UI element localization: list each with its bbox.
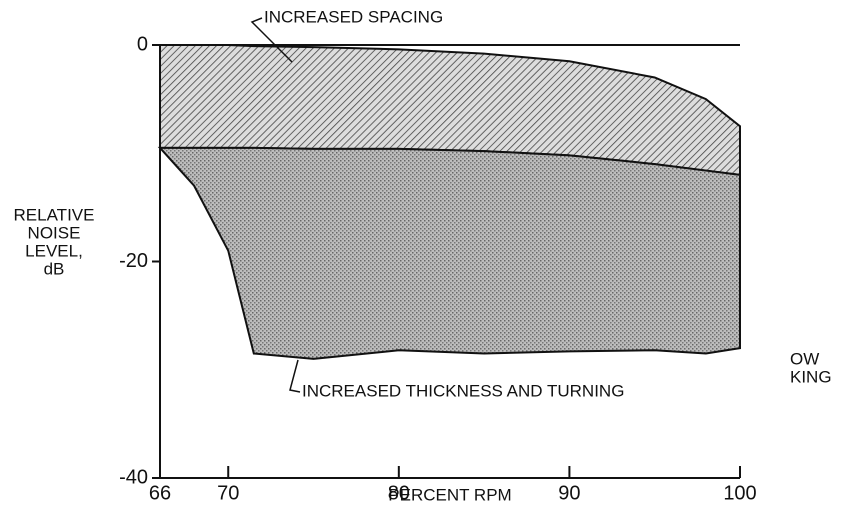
x-tick-label: 100 [723, 482, 756, 504]
x-axis-label: PERCENT RPM [388, 485, 511, 504]
y-tick-label: -20 [119, 250, 148, 272]
x-tick-label: 90 [558, 482, 580, 504]
series-label: INCREASED SPACING [264, 7, 443, 26]
x-tick-label: 80 [388, 482, 410, 504]
x-tick-label: 66 [149, 482, 171, 504]
leader [250, 17, 293, 63]
x-tick-label: 70 [217, 482, 239, 504]
annotation: OW [790, 349, 819, 368]
y-axis-label: NOISE [28, 223, 81, 242]
band-area [157, 146, 741, 360]
y-axis-label: dB [44, 259, 65, 278]
y-tick-label: 0 [137, 33, 148, 55]
series-label: INCREASED THICKNESS AND TURNING [302, 381, 624, 400]
y-axis-label: RELATIVE [14, 205, 95, 224]
leader [289, 359, 301, 393]
y-tick-label: -40 [119, 466, 148, 488]
annotation: KING [790, 367, 832, 386]
y-axis-label: LEVEL, [25, 241, 83, 260]
